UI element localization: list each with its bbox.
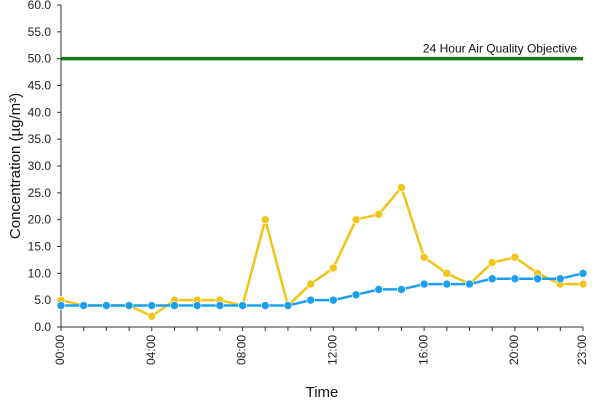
- data-point: [329, 295, 338, 305]
- series-line: [61, 272, 584, 307]
- series-line: [60, 186, 583, 318]
- data-point: [147, 311, 157, 321]
- data-point: [260, 215, 270, 224]
- y-tick-label: 45.0: [28, 79, 52, 93]
- data-point: [397, 183, 406, 192]
- x-tick-label: 20:00: [507, 335, 521, 365]
- data-point: [306, 295, 315, 305]
- x-tick-label: 23:00: [575, 335, 589, 365]
- y-tick-label: 0.0: [34, 320, 51, 334]
- x-tick-label: 08:00: [235, 335, 249, 365]
- data-point: [56, 301, 66, 310]
- data-point: [397, 285, 406, 294]
- data-point: [124, 301, 134, 310]
- data-point: [260, 301, 270, 310]
- series-2: [56, 269, 588, 310]
- data-point: [442, 279, 452, 289]
- data-point: [556, 274, 565, 284]
- x-axis-title: Time: [306, 384, 339, 400]
- y-tick-label: 40.0: [28, 105, 52, 119]
- data-point: [578, 279, 588, 289]
- x-tick-label: 12:00: [326, 335, 340, 365]
- data-point: [306, 279, 315, 289]
- data-point: [419, 252, 429, 262]
- y-tick-label: 30.0: [28, 159, 52, 173]
- data-point: [192, 301, 202, 310]
- y-tick-label: 5.0: [34, 293, 51, 307]
- data-point: [238, 301, 247, 310]
- data-point: [329, 263, 338, 273]
- data-point: [283, 301, 293, 310]
- data-point: [79, 301, 88, 310]
- data-point: [419, 279, 429, 289]
- y-tick-label: 10.0: [28, 266, 52, 280]
- data-point: [102, 301, 111, 310]
- data-point: [374, 285, 384, 294]
- data-point: [215, 301, 225, 310]
- y-tick-label: 35.0: [28, 132, 52, 146]
- data-point: [351, 215, 361, 224]
- y-tick-label: 50.0: [28, 52, 52, 66]
- y-tick-label: 15.0: [28, 240, 52, 254]
- data-point: [442, 269, 452, 278]
- air-quality-objective-label: 24 Hour Air Quality Objective: [423, 42, 577, 56]
- data-point: [170, 301, 179, 310]
- data-point: [533, 274, 542, 284]
- series-layer: [56, 183, 588, 321]
- data-point: [147, 301, 157, 310]
- data-point: [465, 279, 474, 289]
- x-tick-label: 04:00: [144, 335, 158, 365]
- data-point: [578, 269, 588, 278]
- y-axis-ticks: 0.0 5.0 10.0 15.0 20.0 25.0 30.0 35.0 40.0 45.0 50…: [28, 0, 61, 334]
- data-point: [374, 210, 384, 219]
- y-tick-label: 60.0: [28, 0, 52, 12]
- data-point: [510, 274, 520, 284]
- y-axis-title: Concentration (µg/m³): [7, 93, 24, 239]
- y-tick-label: 55.0: [28, 25, 52, 39]
- data-point: [487, 274, 497, 284]
- data-point: [510, 252, 520, 262]
- x-tick-label: 16:00: [416, 335, 430, 365]
- y-tick-label: 25.0: [28, 186, 52, 200]
- x-axis-ticks: 00:00 04:00 08:00 12:00 16:00 20:00 23:00: [53, 327, 589, 365]
- data-point: [487, 258, 497, 267]
- data-point: [351, 290, 361, 300]
- x-tick-label: 00:00: [53, 335, 67, 365]
- y-tick-label: 20.0: [28, 213, 52, 227]
